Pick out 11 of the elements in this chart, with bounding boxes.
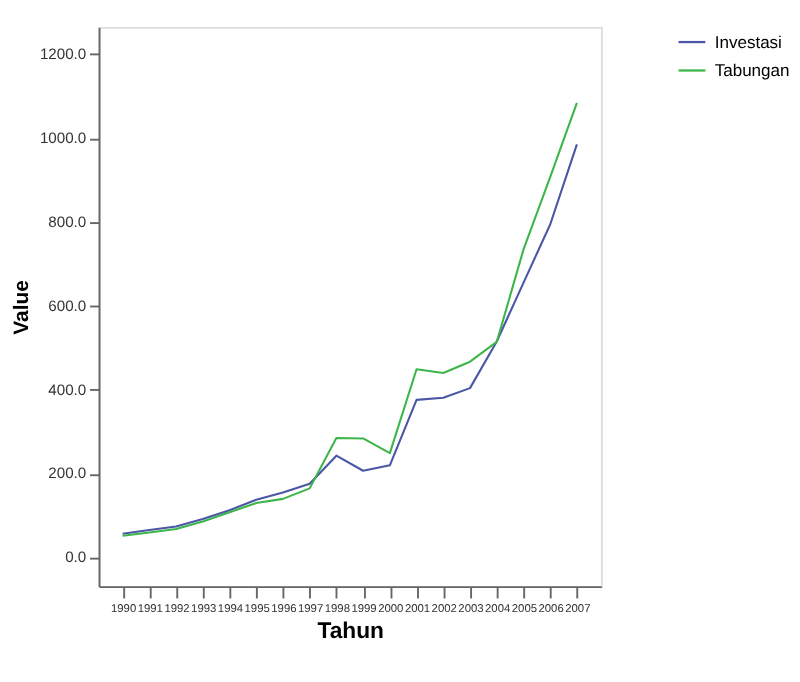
y-tick-label: 600.0 (48, 296, 87, 315)
y-tick-label: 1200.0 (39, 44, 87, 63)
y-tick-label: 800.0 (48, 212, 87, 231)
y-tick-label: 200.0 (48, 464, 87, 483)
y-axis-title: Value (12, 279, 35, 335)
y-tick-label: 400.0 (48, 380, 87, 399)
legend-label: Tabungan (714, 60, 791, 81)
x-axis-title: Tahun (317, 620, 385, 645)
legend-label: Investasi (714, 31, 783, 52)
y-tick-label: 1000.0 (39, 128, 87, 147)
y-tick-label: 0.0 (65, 548, 87, 567)
